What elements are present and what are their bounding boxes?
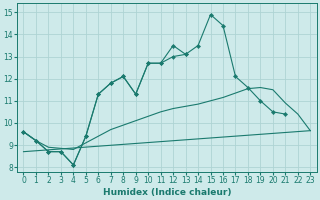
- X-axis label: Humidex (Indice chaleur): Humidex (Indice chaleur): [103, 188, 231, 197]
